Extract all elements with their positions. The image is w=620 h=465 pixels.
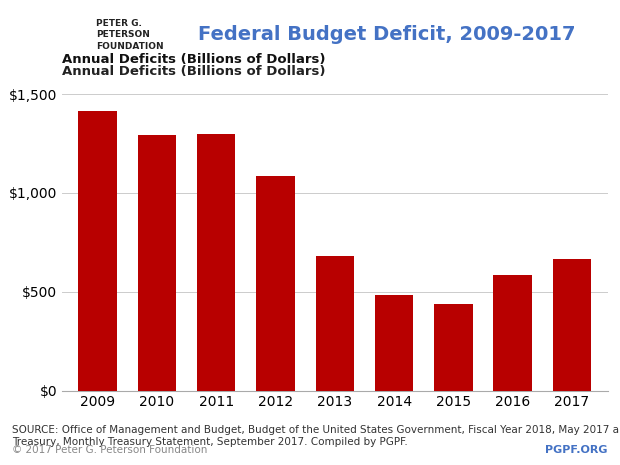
Bar <box>22 33 43 58</box>
Bar <box>78 111 117 391</box>
Bar <box>494 275 532 391</box>
Text: SOURCE: Office of Management and Budget, Budget of the United States Government,: SOURCE: Office of Management and Budget,… <box>12 425 620 447</box>
Text: PETER G.
PETERSON
FOUNDATION: PETER G. PETERSON FOUNDATION <box>96 19 164 51</box>
Bar <box>256 176 294 391</box>
Text: PGPF.ORG: PGPF.ORG <box>545 445 608 455</box>
Bar <box>197 134 236 391</box>
Bar <box>375 295 414 391</box>
Text: Annual Deficits (Billions of Dollars): Annual Deficits (Billions of Dollars) <box>62 65 326 78</box>
Bar <box>434 304 472 391</box>
Bar <box>553 259 591 391</box>
Text: Federal Budget Deficit, 2009-2017: Federal Budget Deficit, 2009-2017 <box>198 26 576 44</box>
Bar <box>316 256 354 391</box>
Bar <box>138 135 176 391</box>
Text: © 2017 Peter G. Peterson Foundation: © 2017 Peter G. Peterson Foundation <box>12 445 208 455</box>
Text: Annual Deficits (Billions of Dollars): Annual Deficits (Billions of Dollars) <box>62 53 326 66</box>
Polygon shape <box>19 16 46 33</box>
